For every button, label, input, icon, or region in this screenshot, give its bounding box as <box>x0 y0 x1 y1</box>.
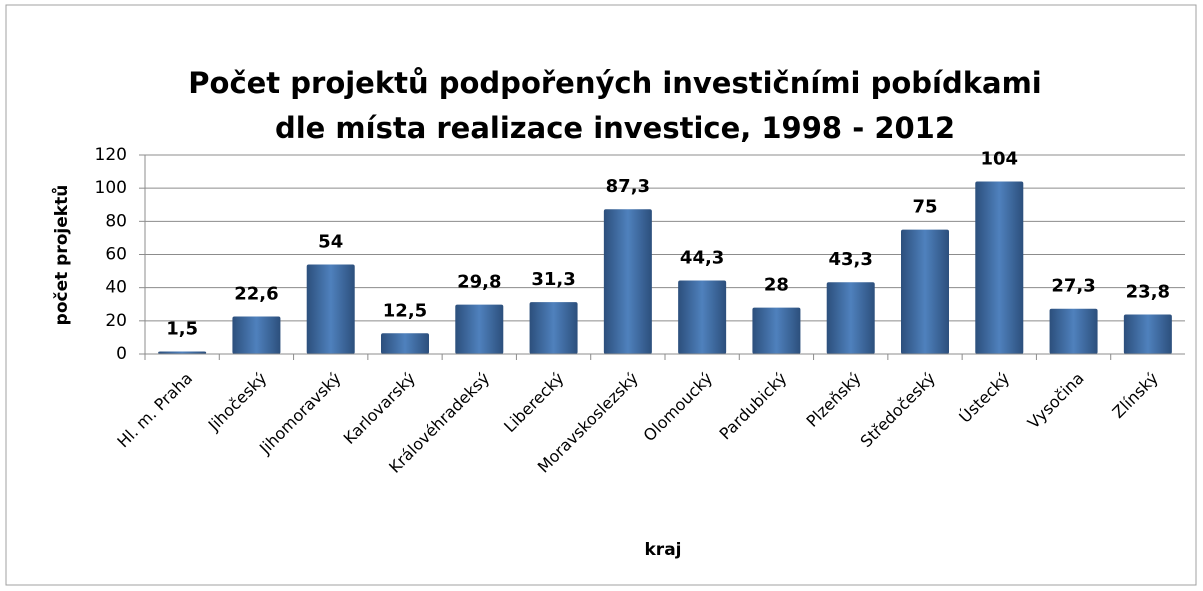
bar <box>603 209 652 354</box>
value-label: 27,3 <box>1051 276 1095 297</box>
value-label: 31,3 <box>531 269 575 290</box>
bar <box>306 264 355 354</box>
x-axis-title: kraj <box>645 540 682 560</box>
bar <box>455 304 504 354</box>
value-label: 104 <box>980 149 1018 170</box>
bar <box>975 181 1024 354</box>
bar <box>1123 314 1172 354</box>
value-label: 29,8 <box>457 272 501 293</box>
y-tick-label: 60 <box>105 245 127 265</box>
chart-title: dle místa realizace investice, 1998 - 20… <box>275 111 955 145</box>
chart-title: Počet projektů podpořených investičními … <box>188 66 1041 100</box>
y-axis-title: počet projektů <box>50 185 72 326</box>
bar <box>232 316 281 354</box>
bar <box>381 333 429 354</box>
bar <box>529 302 578 354</box>
y-tick-label: 120 <box>95 145 127 165</box>
value-label: 22,6 <box>234 284 278 305</box>
bar <box>901 229 949 354</box>
value-label: 23,8 <box>1126 282 1170 303</box>
value-label: 12,5 <box>383 300 427 321</box>
value-label: 75 <box>912 197 937 218</box>
y-tick-label: 0 <box>116 344 127 364</box>
value-label: 87,3 <box>606 176 650 197</box>
value-label: 44,3 <box>680 248 724 269</box>
value-label: 43,3 <box>829 249 873 270</box>
value-label: 1,5 <box>166 319 198 340</box>
bar <box>826 282 875 354</box>
value-label: 28 <box>764 275 789 296</box>
y-tick-label: 80 <box>105 211 127 231</box>
bar <box>1049 308 1098 354</box>
y-tick-label: 20 <box>105 311 127 331</box>
y-tick-label: 100 <box>95 178 127 198</box>
bar <box>678 280 727 354</box>
value-label: 54 <box>318 231 343 252</box>
bar <box>158 351 207 354</box>
bar <box>752 307 801 354</box>
y-tick-label: 40 <box>105 278 127 298</box>
